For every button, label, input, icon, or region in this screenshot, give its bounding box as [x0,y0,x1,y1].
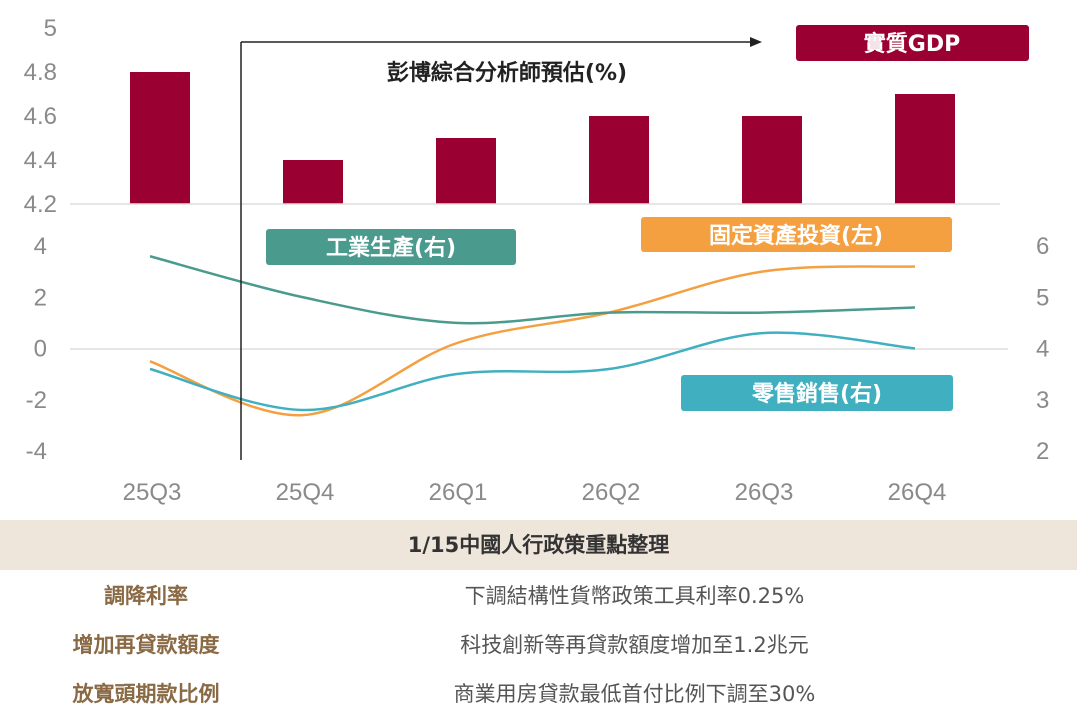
legend-retail: 零售銷售(右) [681,375,953,411]
policy-row: 調降利率 下調結構性貨幣政策工具利率0.25% [0,570,1077,619]
left-y-tick-label: 4 [34,233,47,260]
policy-item: 調降利率 [104,583,188,608]
right-y-tick-label: 2 [1036,438,1049,465]
policy-item: 增加再貸款額度 [72,632,220,657]
left-y-tick-label: 2 [34,284,47,311]
left-y-tick-label: -2 [26,387,47,414]
gdp-bar [589,116,649,204]
x-tick-label: 25Q3 [123,479,182,506]
legend-gdp: 實質GDP [796,25,1029,61]
policy-table: 1/15中國人行政策重點整理 調降利率 下調結構性貨幣政策工具利率0.25% 增… [0,520,1077,718]
retail-sales-line [149,331,916,412]
legend-industrial-label: 工業生產(右) [326,235,456,261]
legend-retail-label: 零售銷售(右) [751,381,882,407]
policy-desc: 科技創新等再貸款額度增加至1.2兆元 [460,632,809,657]
forecast-annotation: 彭博綜合分析師預估(%) [387,60,627,86]
left-y-tick-label: 0 [34,336,47,363]
gdp-bar [130,72,190,204]
x-tick-label: 26Q4 [888,479,947,506]
right-y-tick-label: 5 [1036,284,1049,311]
policy-row: 放寬頭期款比例 商業用房貸款最低首付比例下調至30% [0,668,1077,717]
x-tick-label: 26Q1 [429,479,488,506]
right-y-tick-label: 3 [1036,387,1049,414]
bar-y-tick-label: 4.2 [24,191,57,218]
right-y-tick-label: 6 [1036,233,1049,260]
x-tick-label: 26Q2 [582,479,641,506]
gdp-bar [283,160,343,204]
right-y-tick-label: 4 [1036,336,1049,363]
bar-y-tick-label: 4.4 [24,147,57,174]
industrial-production-line [149,255,916,325]
fixed-investment-line [149,265,916,417]
legend-fixed-investment: 固定資產投資(左) [641,217,952,252]
policy-item: 放寬頭期款比例 [72,681,220,706]
gdp-bar [895,94,955,204]
bar-y-tick-label: 4.6 [24,103,57,130]
bar-y-tick-label: 5 [44,15,57,42]
x-tick-label: 25Q4 [276,479,335,506]
x-tick-label: 26Q3 [735,479,794,506]
gdp-bar [742,116,802,204]
policy-title: 1/15中國人行政策重點整理 [0,520,1077,570]
forecast-arrow-head [750,37,762,47]
legend-fixed-investment-label: 固定資產投資(左) [709,223,883,249]
policy-row: 增加再貸款額度 科技創新等再貸款額度增加至1.2兆元 [0,619,1077,668]
gdp-bar [436,138,496,204]
legend-gdp-label: 實質GDP [864,31,960,57]
bar-y-tick-label: 4.8 [24,59,57,86]
policy-desc: 下調結構性貨幣政策工具利率0.25% [464,583,805,608]
legend-industrial: 工業生產(右) [266,229,516,265]
policy-desc: 商業用房貸款最低首付比例下調至30% [453,681,816,706]
left-y-tick-label: -4 [26,438,47,465]
chart-area: 5 4.8 4.6 4.4 4.2 4 2 0 -2 -4 6 5 4 3 2 25Q3 25Q4 26Q1… [24,15,1050,506]
